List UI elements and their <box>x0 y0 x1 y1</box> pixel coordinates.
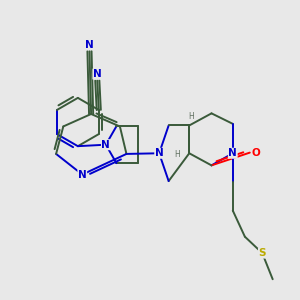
Text: N: N <box>228 148 237 158</box>
Text: S: S <box>259 248 266 258</box>
Text: N: N <box>93 69 102 79</box>
Text: N: N <box>85 40 94 50</box>
Text: N: N <box>78 169 87 179</box>
Text: H: H <box>188 112 194 121</box>
Text: N: N <box>101 140 110 150</box>
Text: H: H <box>174 150 180 159</box>
Text: O: O <box>252 148 261 158</box>
Text: N: N <box>155 148 164 158</box>
